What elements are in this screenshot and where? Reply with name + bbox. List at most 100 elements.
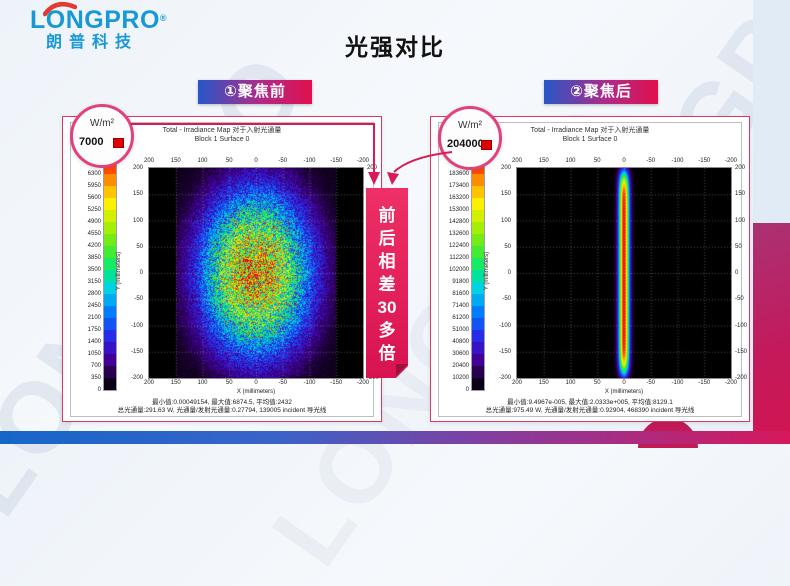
x-tick-label: 50 [226, 158, 233, 165]
colorbar-tick-label: 4200 [88, 243, 101, 250]
y-tick-label: -50 [502, 296, 511, 303]
x-tick-label: 0 [622, 158, 625, 165]
y-tick-label: -50 [735, 296, 744, 303]
y-tick-label: -150 [131, 349, 143, 356]
x-tick-label: 150 [171, 158, 181, 165]
y-tick-label: -50 [134, 296, 143, 303]
y-axis-label: Y (millimeters) [484, 231, 490, 311]
colorbar-segment [472, 366, 484, 378]
colorbar-tick-label: 5600 [88, 195, 101, 202]
colorbar-segment [104, 258, 116, 270]
x-tick-label: -50 [646, 158, 655, 165]
x-tick-label: -100 [671, 380, 683, 387]
x-tick-label: 200 [512, 158, 522, 165]
badge-char: 倍 [379, 342, 396, 365]
badge-char: 30 [378, 296, 397, 319]
registered-mark: ® [160, 13, 167, 23]
x-tick-label: -200 [725, 158, 737, 165]
colorbar-segment [104, 330, 116, 342]
x-tick-label: 200 [144, 380, 154, 387]
badge-char: 多 [379, 319, 396, 342]
colorbar-tick-label: 6300 [88, 171, 101, 178]
x-tick-label: 200 [512, 380, 522, 387]
x-tick-label: 150 [539, 380, 549, 387]
colorbar-tick-label: 4900 [88, 219, 101, 226]
colorbar-segment [472, 270, 484, 282]
colorbar-segment [472, 234, 484, 246]
banner-before-focus: ①聚焦前 [198, 80, 312, 104]
x-tick-label: -100 [671, 158, 683, 165]
x-tick-label: 100 [197, 158, 207, 165]
y-tick-label: -200 [499, 375, 511, 382]
unit-label: W/m² [73, 118, 131, 129]
colorbar-tick-label: 3850 [88, 255, 101, 262]
colorbar-segment [104, 318, 116, 330]
x-axis-ticks-bottom: 200 150 100 50 0 -50 -100 -150 -200 [149, 380, 363, 388]
colorbar-tick-label: 3500 [88, 267, 101, 274]
x-tick-label: -50 [278, 380, 287, 387]
irradiance-chart-before: Total - Irradiance Map 对于入射光通量 Block 1 S… [70, 122, 374, 417]
colorbar-tick-label: 1050 [88, 351, 101, 358]
colorbar-tick-label: 2800 [88, 291, 101, 298]
x-tick-label: 100 [197, 380, 207, 387]
colorbar-tick-label: 30600 [452, 351, 469, 358]
colorbar-tick-label: 3150 [88, 279, 101, 286]
y-tick-label: -150 [735, 349, 747, 356]
colorbar-tick-label: 112200 [449, 255, 469, 262]
colorbar-tick-label: 1400 [88, 339, 101, 346]
x-tick-label: -150 [330, 380, 342, 387]
colorbar-tick-label: 173400 [449, 183, 469, 190]
colorbar-tick-label: 51000 [452, 327, 469, 334]
colorbar-tick-label: 142800 [449, 219, 469, 226]
colorbar-segment [472, 174, 484, 186]
x-tick-label: 0 [254, 380, 257, 387]
colorbar-segment [472, 294, 484, 306]
x-tick-label: -50 [278, 158, 287, 165]
colorbar-tick-label: 61200 [452, 315, 469, 322]
colorbar-segment [104, 306, 116, 318]
colorbar-tick-label: 132600 [449, 231, 469, 238]
colorbar-tick-label: 163200 [449, 195, 469, 202]
colorbar-tick-labels: 2040001938001836001734001632001530001428… [439, 150, 470, 396]
colorbar-segment [472, 378, 484, 390]
logo-swoosh-icon [43, 1, 77, 17]
magnifier-circle-after: W/m² 204000 [438, 106, 502, 170]
colorbar-tick-label: 1750 [88, 327, 101, 334]
y-tick-label: 50 [504, 244, 511, 251]
page-title: 光强对比 [0, 28, 790, 62]
colorbar-tick-label: 5950 [88, 183, 101, 190]
colorbar-segment [472, 222, 484, 234]
colorbar-segment [472, 210, 484, 222]
y-tick-label: 0 [735, 270, 738, 277]
y-tick-label: -100 [735, 323, 747, 330]
colorbar-segment [104, 234, 116, 246]
magnifier-circle-before: W/m² 7000 [70, 104, 134, 168]
x-tick-label: -150 [330, 158, 342, 165]
colorbar-tick-label: 183600 [449, 171, 469, 178]
x-axis-label: X (millimeters) [149, 389, 363, 395]
x-tick-label: -150 [698, 380, 710, 387]
y-tick-label: 200 [501, 165, 511, 172]
colorbar [104, 150, 116, 390]
stats-line-1: 最小值:9.4967e-005, 最大值:2.0333e+005, 平均值:81… [439, 399, 741, 407]
x-tick-label: -100 [303, 380, 315, 387]
y-tick-label: 150 [501, 191, 511, 198]
focus-ratio-badge: 前后相差 30 多倍 [366, 188, 408, 378]
y-tick-label: 100 [133, 218, 143, 225]
colorbar-tick-label: 81600 [452, 291, 469, 298]
colorbar-segment [104, 198, 116, 210]
colorbar-tick-label: 20400 [452, 363, 469, 370]
x-axis-ticks-bottom: 200 150 100 50 0 -50 -100 -150 -200 [517, 380, 731, 388]
colorbar-segment [472, 282, 484, 294]
colorbar-segment [104, 342, 116, 354]
y-axis-label: Y (millimeters) [116, 231, 122, 311]
y-tick-label: -100 [131, 323, 143, 330]
colorbar-tick-label: 153000 [449, 207, 469, 214]
bottom-gradient-bar [0, 431, 790, 444]
colorbar-tick-label: 350 [91, 375, 101, 382]
x-tick-label: 0 [622, 380, 625, 387]
y-tick-label: 100 [501, 218, 511, 225]
x-tick-label: 50 [594, 380, 601, 387]
x-tick-label: -150 [698, 158, 710, 165]
y-tick-label: 100 [735, 218, 745, 225]
